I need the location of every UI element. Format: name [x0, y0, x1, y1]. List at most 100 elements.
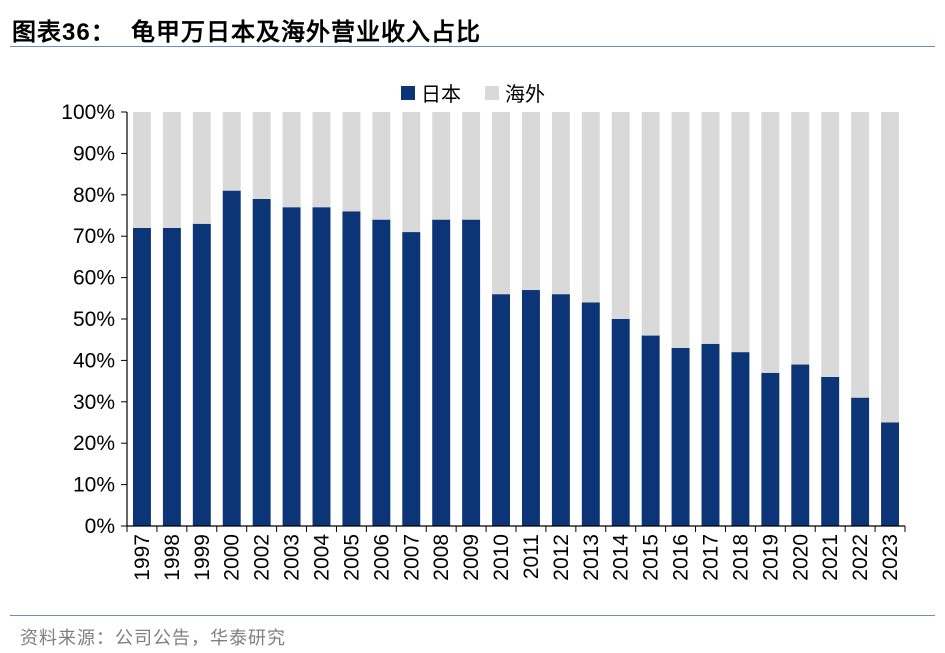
bar-overseas-2009: [462, 112, 481, 220]
bar-japan-2020: [791, 364, 810, 526]
y-tick-label: 0%: [85, 515, 115, 538]
legend-swatch-japan: [401, 86, 415, 100]
x-tick-label: 2016: [670, 534, 693, 581]
x-tick-label: 2013: [580, 534, 603, 581]
bar-japan-2019: [761, 372, 780, 526]
x-tick-label: 2009: [460, 534, 483, 581]
bar-overseas-2020: [791, 112, 810, 365]
bar-overseas-2016: [671, 112, 690, 348]
x-tick-label: 2014: [610, 534, 633, 581]
axes: 1997 1998 1999 2000 2002 2003 2004 2005 2006 2007…: [61, 101, 906, 581]
x-tick-label: 2006: [370, 534, 393, 581]
bar-japan-2005: [342, 211, 361, 527]
x-tick-label: 2002: [251, 534, 274, 581]
x-tick-label: 1997: [131, 534, 154, 581]
x-tick-label: 2022: [849, 534, 872, 581]
x-tick-label: 2000: [221, 534, 244, 581]
bar-overseas-2021: [821, 112, 840, 377]
bar-japan-2022: [851, 397, 870, 526]
y-tick-label: 90%: [73, 142, 115, 165]
y-tick-label: 50%: [73, 308, 115, 331]
x-tick-label: 2017: [700, 534, 723, 581]
bars: [132, 112, 900, 527]
bar-overseas-2010: [492, 112, 511, 295]
x-tick-label: 2010: [490, 534, 513, 581]
bar-japan-2003: [282, 207, 301, 526]
bar-overseas-2002: [252, 112, 271, 199]
legend-label-overseas: 海外: [505, 82, 545, 106]
bar-overseas-2005: [342, 112, 361, 212]
bar-overseas-2018: [731, 112, 750, 353]
bar-overseas-1998: [162, 112, 181, 228]
x-tick-label: 2004: [311, 534, 334, 581]
bar-japan-1999: [192, 223, 211, 526]
y-tick-label: 30%: [73, 391, 115, 414]
y-tick-label: 60%: [73, 267, 115, 290]
bar-japan-2007: [402, 232, 421, 526]
y-tick-label: 70%: [73, 225, 115, 248]
bar-overseas-2013: [581, 112, 600, 303]
footer-divider: [10, 615, 935, 616]
x-tick-label: 2021: [819, 534, 842, 581]
x-tick-label: 2023: [879, 534, 902, 581]
bar-japan-2011: [521, 290, 540, 526]
bar-japan-2004: [312, 207, 331, 526]
bar-overseas-2011: [521, 112, 540, 291]
x-tick-label: 2020: [789, 534, 812, 581]
x-tick-label: 2005: [340, 534, 363, 581]
y-tick-label: 10%: [73, 474, 115, 497]
title-divider: [10, 46, 935, 47]
legend-label-japan: 日本: [421, 82, 461, 106]
bar-overseas-2023: [881, 112, 900, 423]
bar-overseas-2003: [282, 112, 301, 208]
x-tick-label: 2007: [400, 534, 423, 581]
x-tick-label: 2019: [759, 534, 782, 581]
x-tick-label: 2003: [281, 534, 304, 581]
x-tick-label: 1999: [191, 534, 214, 581]
x-tick-label: 1998: [161, 534, 184, 581]
bar-japan-2013: [581, 302, 600, 526]
bar-overseas-2008: [432, 112, 451, 220]
bar-overseas-2014: [611, 112, 630, 319]
bar-overseas-2022: [851, 112, 870, 398]
y-tick-label: 80%: [73, 184, 115, 207]
bar-japan-1997: [132, 227, 151, 527]
bar-overseas-2007: [402, 112, 421, 233]
legend: 日本 海外: [401, 82, 545, 106]
bar-overseas-2004: [312, 112, 331, 208]
bar-japan-2018: [731, 352, 750, 526]
bar-overseas-1999: [192, 112, 211, 224]
bar-japan-2012: [551, 294, 570, 526]
y-tick-label: 40%: [73, 349, 115, 372]
x-tick-label: 2008: [430, 534, 453, 581]
bar-japan-2002: [252, 198, 271, 526]
bar-overseas-2017: [701, 112, 720, 344]
x-tick-label: 2011: [520, 534, 543, 579]
bar-japan-2017: [701, 343, 720, 526]
x-tick-label: 2015: [640, 534, 663, 581]
bar-japan-2008: [432, 219, 451, 526]
bar-japan-2021: [821, 376, 840, 526]
bar-overseas-2019: [761, 112, 780, 373]
bar-japan-1998: [162, 227, 181, 527]
bar-overseas-2006: [372, 112, 391, 220]
bar-japan-2010: [492, 294, 511, 526]
y-tick-label: 20%: [73, 432, 115, 455]
bar-overseas-2015: [641, 112, 660, 336]
legend-swatch-overseas: [485, 86, 499, 100]
y-tick-label: 100%: [61, 101, 115, 124]
bar-japan-2015: [641, 335, 660, 526]
bar-japan-2009: [462, 219, 481, 526]
bar-overseas-1997: [132, 112, 151, 228]
bar-japan-2023: [881, 422, 900, 526]
bar-japan-2000: [222, 190, 241, 526]
x-tick-label: 2018: [729, 534, 752, 581]
x-tick-label: 2012: [550, 534, 573, 581]
figure-title: 图表36： 龟甲万日本及海外营业收入占比: [12, 19, 482, 46]
bar-overseas-2000: [222, 112, 241, 191]
bar-japan-2006: [372, 219, 391, 526]
bar-overseas-2012: [551, 112, 570, 295]
bar-japan-2014: [611, 319, 630, 526]
source-note: 资料来源：公司公告，华泰研究: [20, 628, 286, 649]
